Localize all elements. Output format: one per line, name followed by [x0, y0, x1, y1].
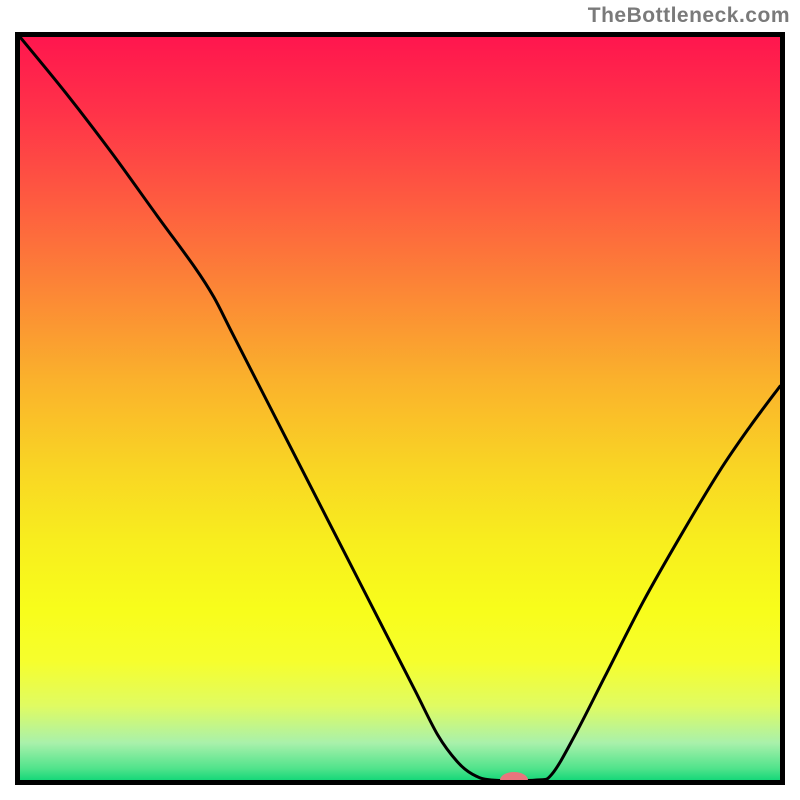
bottleneck-curve: [20, 37, 780, 780]
chart-frame: TheBottleneck.com: [0, 0, 800, 800]
plot-area: [15, 32, 785, 785]
optimal-marker: [500, 772, 528, 780]
watermark-text: TheBottleneck.com: [588, 4, 790, 28]
curve-layer: [20, 37, 780, 780]
